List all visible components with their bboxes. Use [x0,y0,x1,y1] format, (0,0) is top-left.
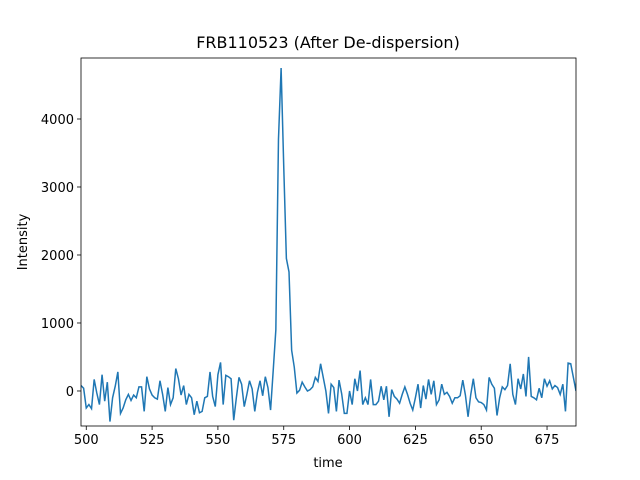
x-tick-label: 625 [403,433,428,448]
y-tick-label: 2000 [41,249,74,264]
x-tick-label: 650 [469,433,494,448]
data-line [81,67,576,422]
chart-title: FRB110523 (After De-dispersion) [196,33,460,52]
x-tick-label: 550 [206,433,231,448]
y-axis-label: Intensity [16,213,31,270]
y-tick-label: 1000 [41,317,74,332]
y-tick-label: 3000 [41,181,74,196]
x-tick-label: 525 [140,433,165,448]
y-tick-label: 0 [66,385,74,400]
x-tick-label: 675 [535,433,560,448]
x-tick-label: 500 [74,433,99,448]
x-axis-label: time [313,456,342,471]
x-tick-label: 600 [337,433,362,448]
x-tick-label: 575 [271,433,296,448]
y-tick-label: 4000 [41,113,74,128]
plot-frame [80,57,577,427]
